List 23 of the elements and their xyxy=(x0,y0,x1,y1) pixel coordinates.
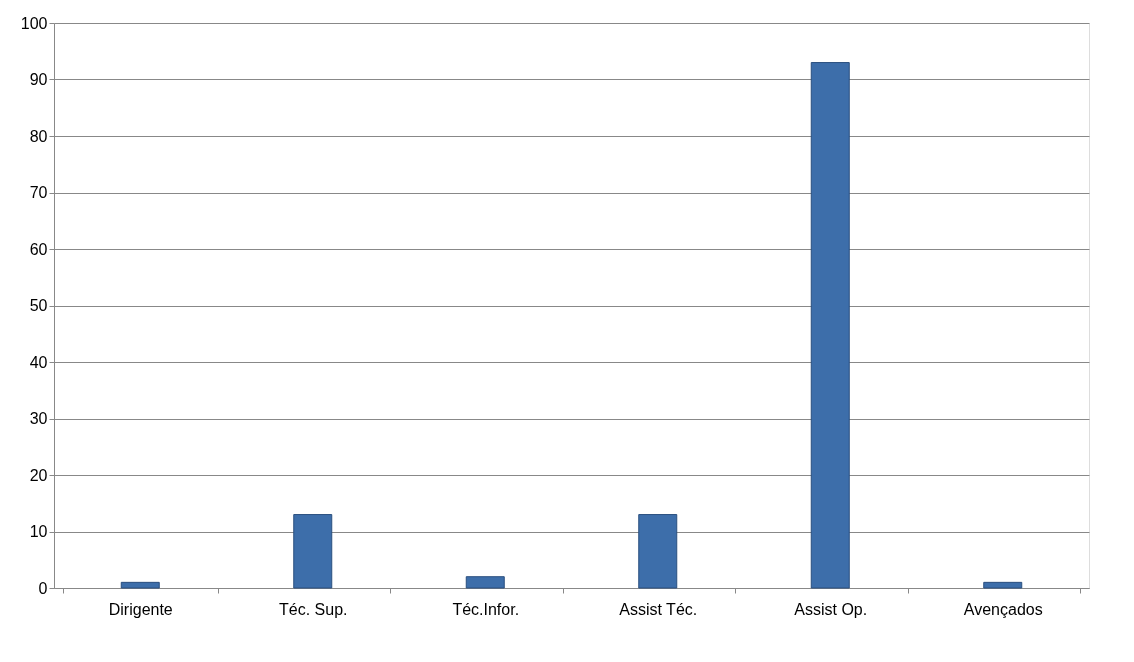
bar xyxy=(120,581,160,589)
y-tick-label: 70 xyxy=(29,184,48,201)
y-tick-label: 40 xyxy=(29,353,48,371)
bar xyxy=(638,514,678,589)
bar xyxy=(465,576,505,589)
x-tick-label: Assist Op. xyxy=(794,600,868,618)
x-tick-label: Assist Téc. xyxy=(619,600,698,618)
y-tick-label: 80 xyxy=(29,127,48,145)
y-tick-label: 30 xyxy=(29,410,48,427)
bar xyxy=(983,581,1023,589)
y-tick-label: 60 xyxy=(29,240,48,258)
y-tick-label: 100 xyxy=(20,14,48,32)
bar xyxy=(293,514,333,589)
x-tick-label: Téc. Sup. xyxy=(279,600,348,618)
y-tick-label: 20 xyxy=(29,466,48,484)
bar xyxy=(810,62,850,589)
x-tick-label: Avençados xyxy=(963,600,1043,618)
y-tick-label: 0 xyxy=(38,579,48,597)
y-tick-label: 50 xyxy=(29,297,48,314)
y-tick-label: 90 xyxy=(29,71,48,88)
x-tick-label: Téc.Infor. xyxy=(452,600,520,618)
y-tick-label: 10 xyxy=(29,523,48,540)
x-tick-label: Dirigente xyxy=(108,600,173,618)
